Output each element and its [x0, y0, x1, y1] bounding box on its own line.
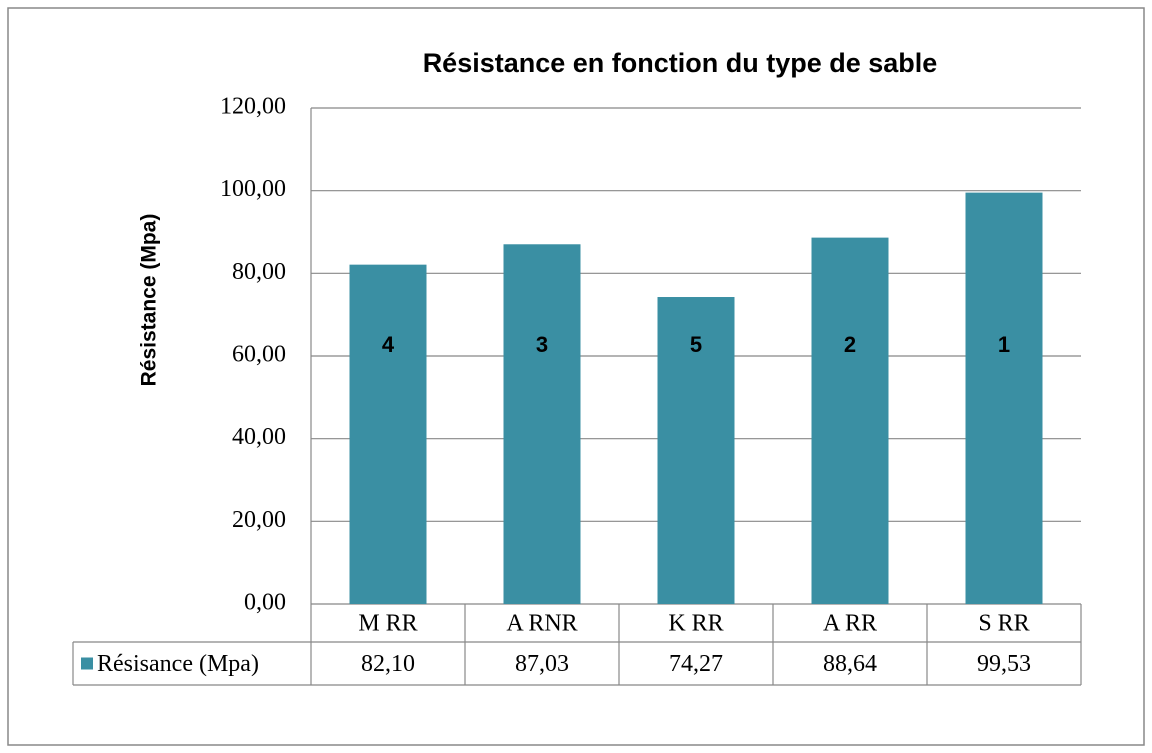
table-value: 87,03: [515, 651, 569, 677]
y-tick-label: 60,00: [232, 342, 286, 368]
legend-label: Résisance (Mpa): [97, 651, 259, 677]
bar: [811, 237, 889, 604]
chart-title: Résistance en fonction du type de sable: [423, 48, 938, 78]
rank-annotation: 1: [998, 332, 1010, 357]
rank-annotation: 4: [382, 332, 395, 357]
bar: [349, 264, 427, 604]
table-value: 82,10: [361, 651, 415, 677]
x-tick-label: A RNR: [506, 611, 577, 637]
x-tick-label: A RR: [823, 611, 877, 637]
rank-annotation: 5: [690, 332, 702, 357]
table-value: 88,64: [823, 651, 877, 677]
bar: [657, 297, 735, 604]
y-axis-label: Résistance (Mpa): [138, 214, 161, 387]
y-tick-label: 100,00: [220, 176, 286, 202]
y-tick-label: 40,00: [232, 424, 286, 450]
y-tick-label: 0,00: [244, 590, 286, 616]
x-tick-label: M RR: [358, 611, 417, 637]
legend-swatch: [81, 657, 93, 670]
x-tick-label: K RR: [668, 611, 723, 637]
bar: [503, 244, 581, 604]
y-tick-label: 120,00: [220, 94, 286, 120]
bar: [965, 192, 1043, 605]
table-value: 74,27: [669, 651, 723, 677]
y-tick-label: 80,00: [232, 259, 286, 285]
rank-annotation: 2: [844, 332, 856, 357]
y-tick-label: 20,00: [232, 507, 286, 533]
x-tick-label: S RR: [978, 611, 1029, 637]
table-value: 99,53: [977, 651, 1031, 677]
rank-annotation: 3: [536, 332, 548, 357]
